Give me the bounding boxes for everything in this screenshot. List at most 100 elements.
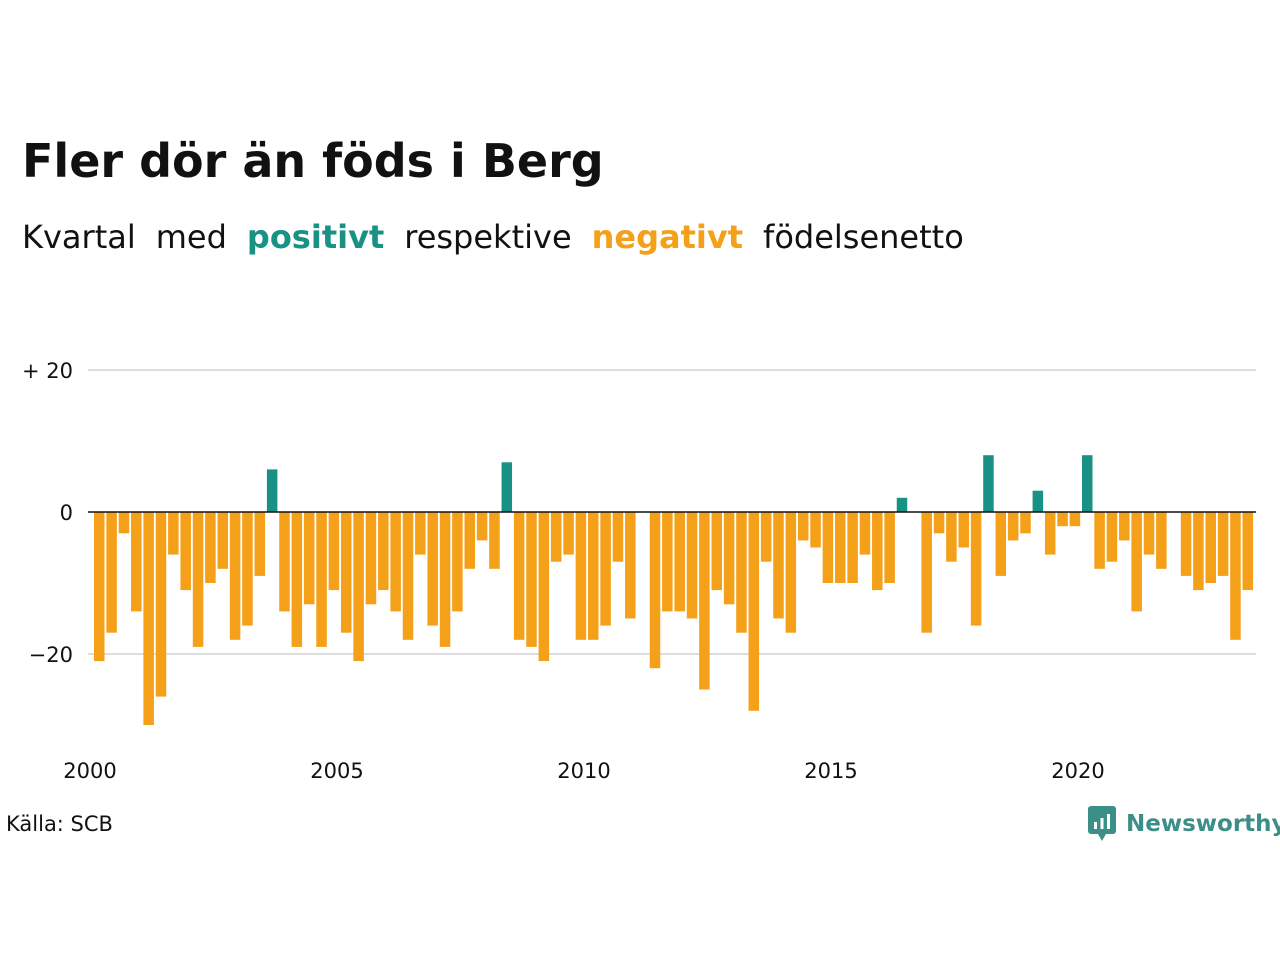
bar <box>94 512 105 662</box>
bar <box>1242 512 1254 591</box>
bar <box>872 512 883 591</box>
bar <box>822 512 834 583</box>
x-tick-label: 2020 <box>1051 759 1104 783</box>
bar <box>192 512 204 647</box>
bar <box>1007 512 1019 541</box>
bar <box>291 512 303 647</box>
bar <box>1044 512 1056 555</box>
bar <box>1057 512 1068 527</box>
bar <box>538 512 550 662</box>
bar <box>279 512 290 612</box>
bar <box>341 512 352 633</box>
bar <box>859 512 871 555</box>
bar <box>1032 490 1044 512</box>
newsworthy-logo: Newsworthy <box>1088 804 1280 844</box>
bar <box>835 512 846 583</box>
bar <box>884 512 895 583</box>
bar <box>1020 512 1031 534</box>
bar <box>983 455 994 512</box>
bar <box>118 512 130 534</box>
bar <box>773 512 784 619</box>
y-tick-label: −20 <box>29 643 73 667</box>
bar <box>1205 512 1216 583</box>
bar <box>131 512 142 612</box>
bar <box>205 512 216 583</box>
bar <box>526 512 537 647</box>
bar <box>217 512 228 569</box>
newsworthy-logo-icon <box>1088 806 1116 841</box>
bar <box>229 512 241 640</box>
x-tick-label: 2015 <box>804 759 857 783</box>
bar <box>760 512 772 562</box>
source-note: Källa: SCB <box>6 812 113 836</box>
x-tick-label: 2005 <box>310 759 363 783</box>
bar <box>1193 512 1204 591</box>
bar <box>242 512 253 626</box>
bar <box>168 512 179 555</box>
bar <box>563 512 574 555</box>
bar <box>1217 512 1229 576</box>
bar <box>810 512 821 548</box>
bar <box>699 512 710 690</box>
bar <box>612 512 624 562</box>
bar <box>1119 512 1130 541</box>
bar <box>958 512 969 548</box>
bar <box>1069 512 1081 527</box>
bar <box>1082 455 1093 512</box>
bar <box>649 512 661 669</box>
bar <box>946 512 957 562</box>
bar <box>588 512 599 640</box>
bar <box>427 512 438 626</box>
bar <box>575 512 587 640</box>
legend-positive-label: positivt <box>246 218 385 256</box>
bar <box>353 512 364 662</box>
bar <box>748 512 760 711</box>
x-tick-label: 2000 <box>63 759 116 783</box>
bar <box>995 512 1007 576</box>
bar <box>847 512 858 583</box>
bar <box>921 512 932 633</box>
bar <box>1156 512 1167 569</box>
bar <box>686 512 698 619</box>
bar <box>266 469 278 512</box>
y-tick-label: + 20 <box>22 359 73 383</box>
subtitle-word-kvartal: Kvartal <box>22 218 136 256</box>
bar <box>723 512 735 605</box>
bar <box>513 512 525 640</box>
bar <box>328 512 340 591</box>
bar <box>390 512 401 612</box>
bar <box>464 512 475 569</box>
bar <box>970 512 982 626</box>
bar <box>662 512 673 612</box>
bar <box>896 497 908 512</box>
bar <box>303 512 315 605</box>
bar <box>1106 512 1118 562</box>
bar <box>1094 512 1105 569</box>
bar <box>1230 512 1241 640</box>
bar <box>489 512 500 569</box>
bar <box>452 512 463 612</box>
bar <box>797 512 809 541</box>
bar <box>180 512 191 591</box>
bar <box>143 512 154 725</box>
x-tick-label: 2010 <box>557 759 610 783</box>
bar <box>501 462 513 512</box>
bar <box>1131 512 1142 612</box>
bar <box>736 512 747 633</box>
subtitle-word-fodelsenetto: födelsenetto <box>763 218 964 256</box>
bar <box>439 512 451 647</box>
bar <box>378 512 389 591</box>
y-tick-label: 0 <box>60 501 73 525</box>
bar <box>316 512 327 647</box>
bar <box>254 512 266 576</box>
bar <box>1143 512 1155 555</box>
bar <box>625 512 636 619</box>
chart-title: Fler dör än föds i Berg <box>22 134 604 188</box>
bar <box>365 512 377 605</box>
bar <box>476 512 488 541</box>
subtitle-word-med: med <box>155 218 227 256</box>
bar <box>155 512 167 697</box>
legend-negative-label: negativt <box>591 218 744 256</box>
bar <box>674 512 685 612</box>
